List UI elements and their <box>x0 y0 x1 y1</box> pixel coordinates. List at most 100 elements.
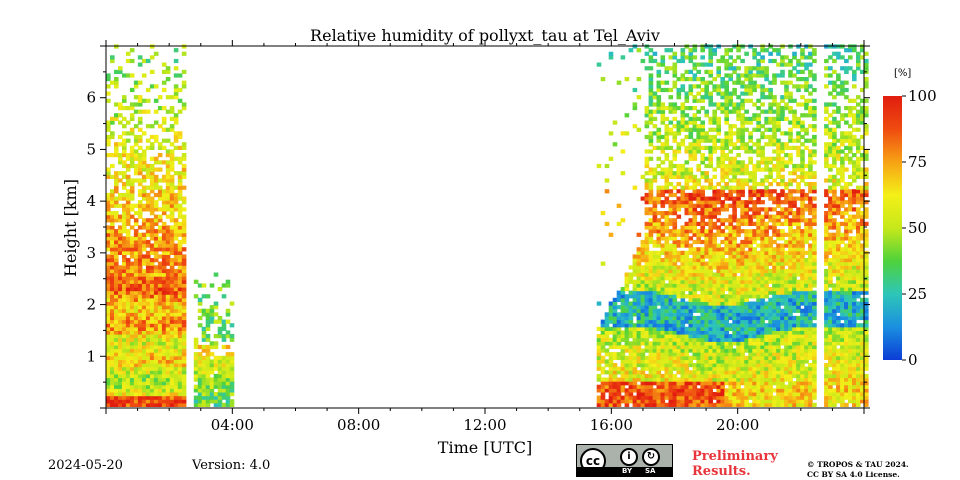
heatmap-cell <box>114 301 119 306</box>
heatmap-cell <box>720 156 725 161</box>
heatmap-cell <box>197 283 203 288</box>
heatmap-cell <box>173 301 179 306</box>
heatmap-cell <box>728 225 733 230</box>
heatmap-cell <box>153 232 159 237</box>
heatmap-cell <box>153 294 159 299</box>
heatmap-cell <box>696 334 701 339</box>
heatmap-cell <box>708 312 713 317</box>
heatmap-cell <box>169 106 175 111</box>
heatmap-cell <box>756 160 761 165</box>
heatmap-cell <box>772 315 777 321</box>
heatmap-cell <box>153 167 159 172</box>
heatmap-cell <box>728 323 733 328</box>
heatmap-cell <box>229 352 235 357</box>
heatmap-cell <box>688 341 694 346</box>
heatmap-cell <box>153 109 159 114</box>
heatmap-cell <box>708 182 713 187</box>
heatmap-cell <box>796 341 801 346</box>
heatmap-cell <box>652 261 658 266</box>
heatmap-cell <box>768 388 773 393</box>
heatmap-cell <box>636 315 642 321</box>
heatmap-cell <box>724 334 729 339</box>
heatmap-cell <box>604 399 610 404</box>
heatmap-cell <box>752 102 757 107</box>
heatmap-cell <box>720 388 725 393</box>
heatmap-cell <box>792 265 797 270</box>
heatmap-cell <box>165 384 171 389</box>
heatmap-cell <box>133 95 139 100</box>
heatmap-cell <box>129 116 135 121</box>
heatmap-cell <box>776 326 781 331</box>
heatmap-cell <box>145 392 151 397</box>
heatmap-cell <box>197 377 203 382</box>
heatmap-cell <box>129 272 135 277</box>
heatmap-cell <box>788 348 793 353</box>
heatmap-cell <box>660 55 666 60</box>
heatmap-cell <box>604 352 610 357</box>
heatmap-cell <box>712 283 717 288</box>
heatmap-cell <box>129 261 135 266</box>
heatmap-cell <box>704 113 709 118</box>
heatmap-cell <box>165 196 171 201</box>
heatmap-cell <box>213 319 219 324</box>
heatmap-cell <box>114 69 119 74</box>
heatmap-cell <box>724 131 729 136</box>
heatmap-cell <box>704 232 709 237</box>
heatmap-cell <box>764 163 769 169</box>
heatmap-cell <box>780 254 785 259</box>
heatmap-cell <box>708 315 713 321</box>
heatmap-cell <box>688 51 694 56</box>
heatmap-cell <box>792 163 797 169</box>
heatmap-cell <box>149 337 155 342</box>
heatmap-cell <box>106 279 111 284</box>
heatmap-cell <box>744 377 749 382</box>
heatmap-cell <box>632 268 638 274</box>
heatmap-cell <box>708 102 713 107</box>
heatmap-cell <box>600 348 606 353</box>
heatmap-cell <box>704 171 709 176</box>
heatmap-cell <box>596 359 602 364</box>
heatmap-cell <box>760 323 765 328</box>
heatmap-cell <box>752 182 757 187</box>
heatmap-cell <box>752 211 757 216</box>
heatmap-cell <box>736 352 741 357</box>
heatmap-cell <box>177 250 183 255</box>
heatmap-cell <box>632 102 638 107</box>
heatmap-cell <box>652 337 658 342</box>
heatmap-cell <box>780 62 785 67</box>
heatmap-cell <box>776 381 781 386</box>
heatmap-cell <box>173 323 179 328</box>
heatmap-cell <box>660 399 666 404</box>
heatmap-cell <box>668 402 674 407</box>
heatmap-cell <box>732 399 737 404</box>
heatmap-cell <box>133 153 139 158</box>
heatmap-cell <box>161 381 167 386</box>
heatmap-cell <box>760 178 765 183</box>
heatmap-cell <box>768 392 773 397</box>
heatmap-cell <box>141 297 147 302</box>
heatmap-cell <box>764 399 769 404</box>
heatmap-cell <box>181 171 187 176</box>
heatmap-cell <box>724 276 729 281</box>
heatmap-cell <box>110 290 115 295</box>
heatmap-cell <box>133 138 139 143</box>
heatmap-cell <box>161 283 167 288</box>
heatmap-cell <box>145 174 151 179</box>
heatmap-cell <box>696 366 701 371</box>
heatmap-cell <box>620 149 626 154</box>
heatmap-cell <box>672 287 678 292</box>
heatmap-cell <box>652 352 658 357</box>
heatmap-cell <box>704 200 709 205</box>
heatmap-cell <box>209 341 215 346</box>
heatmap-cell <box>796 221 801 226</box>
heatmap-cell <box>129 156 135 161</box>
heatmap-cell <box>788 341 793 346</box>
heatmap-cell <box>165 402 171 407</box>
heatmap-cell <box>732 247 737 252</box>
heatmap-cell <box>740 178 745 183</box>
heatmap-cell <box>692 207 698 212</box>
heatmap-cell <box>608 377 614 382</box>
heatmap-cell <box>652 258 658 263</box>
heatmap-cell <box>684 370 690 375</box>
heatmap-cell <box>141 330 147 335</box>
